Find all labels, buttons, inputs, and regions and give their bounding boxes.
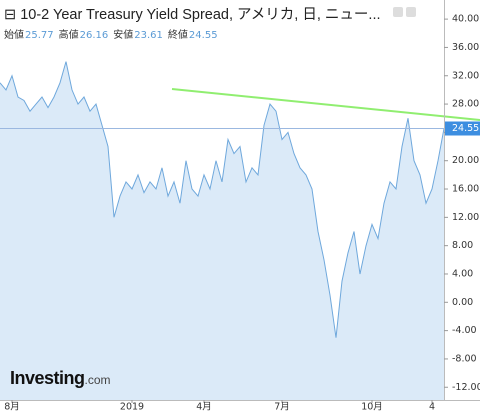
ohlc-value: 23.61 [134,30,163,41]
y-tick-label: -8.00 [452,353,477,364]
y-tick-label: 4.00 [452,268,473,279]
y-tick-label: -4.00 [452,325,477,336]
axes: 40.0036.0032.0028.0024.0020.0016.0012.00… [4,14,480,413]
ohlc-label: 高値 [58,30,79,41]
y-tick-label: 32.00 [452,70,479,81]
ohlc-value: 25.77 [25,30,54,41]
ohlc-value: 26.16 [79,30,109,41]
x-tick-label: 10月 [361,402,383,413]
logo-suffix: .com [84,373,111,387]
collapse-icon[interactable]: ⊟ [4,7,21,23]
logo: Investing.com [10,368,111,389]
y-tick-label: 20.00 [452,155,479,166]
marks [0,61,445,400]
x-tick-label: 2019 [120,402,144,413]
y-tick-label: 8.00 [452,240,473,251]
ohlc-label: 安値 [113,30,134,41]
area-line [0,61,445,338]
title-text: 10-2 Year Treasury Yield Spread, アメリカ, 日… [20,7,381,23]
y-tick-label: 40.00 [452,14,479,25]
x-tick-label: 7月 [274,402,290,413]
price-badge [445,121,480,136]
ohlc-label: 始値 [4,30,24,41]
price-badge-label: 24.55 [452,123,479,134]
y-tick-label: 36.00 [452,42,479,53]
area-fill [0,61,444,400]
y-tick-label: 0.00 [452,297,473,308]
y-tick-label: 12.00 [452,212,479,223]
x-tick-label: 4月 [196,402,212,413]
chart-title: ⊟ 10-2 Year Treasury Yield Spread, アメリカ,… [4,3,444,24]
settings-icon[interactable] [393,7,403,17]
x-tick-label: 4 [429,402,435,413]
y-tick-label: 28.00 [452,99,479,110]
x-tick-label: 8月 [4,402,20,413]
y-tick-label: 16.00 [452,184,479,195]
logo-brand: Investing [10,368,85,388]
header: ⊟ 10-2 Year Treasury Yield Spread, アメリカ,… [4,3,444,41]
close-icon[interactable] [406,7,416,17]
ohlc-label: 終値 [167,30,188,41]
y-tick-label: -12.00 [452,382,480,393]
trend-line [171,88,480,121]
ohlc-value: 24.55 [188,30,218,41]
ohlc-row: 始値25.77 高値26.16 安値23.61 終値24.55 [4,26,444,41]
